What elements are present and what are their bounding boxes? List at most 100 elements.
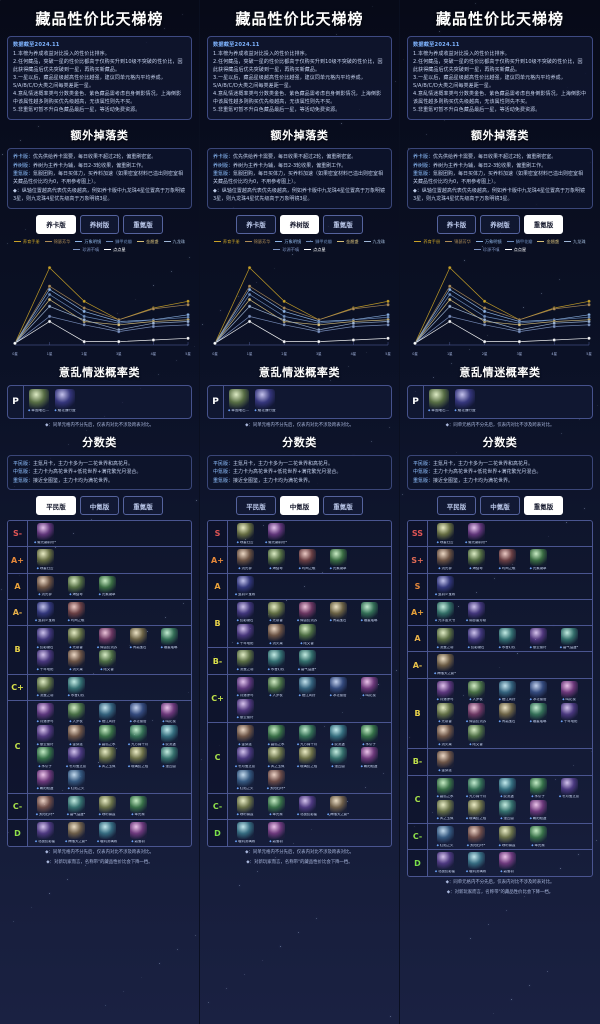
tier-rank-label: C- <box>208 793 228 820</box>
collection-item: 垂云雪符 <box>523 628 553 649</box>
score-tab-2[interactable]: 重氪版 <box>523 496 564 516</box>
page-footnote: ◆：同单元格内不分先后，仅表内对比不涉及跨表对比。 <box>45 850 154 856</box>
collection-item: 琉璃幻之烛 <box>292 747 322 768</box>
collection-item-name: 碧泓之水 <box>430 795 460 799</box>
tier-rank-label: C+ <box>208 674 228 723</box>
tier-rank-label: B <box>408 678 428 749</box>
legend-entry: 点点星 <box>104 247 126 253</box>
drop-tab-2[interactable]: 重氪版 <box>523 214 564 234</box>
collection-item-name: 风之玉佩 <box>261 765 291 769</box>
collection-item-name: 水引子 <box>523 795 553 799</box>
collection-item: 冬月萤芝蕊 <box>230 747 260 768</box>
score-tab-1[interactable]: 中氪版 <box>279 496 320 516</box>
collection-item-icon <box>98 702 116 720</box>
collection-item-name: 鸣花笺 <box>354 694 384 698</box>
drop-tab-0[interactable]: 养卡版 <box>436 214 477 234</box>
tier-items: 碧泓之水九方锦千月纹流盏水引子冬月萤芝蕊风之玉佩琉璃幻之烛漫云曲朝阳轻盏 <box>428 776 592 823</box>
drop-version-tabs: 养卡版 养树版 重氪版 <box>7 214 192 234</box>
collection-item-icon <box>36 747 54 765</box>
score-tab-0[interactable]: 平民版 <box>36 496 76 516</box>
collection-item-icon <box>236 747 254 765</box>
tier-rank-label: A <box>208 573 228 599</box>
collection-item-name: 水引子 <box>30 765 60 769</box>
drop-note-line: 重氪版：氪服团购，每日买体力，买养料加速（如果密室材料已溢出则密室相关藏品性价比… <box>413 170 587 187</box>
tier-items: 流光钟海结萼时间之眼元素凝萃 <box>428 547 592 572</box>
collection-item: 元宇宙天书 <box>430 601 460 623</box>
collection-item: 海结萼 <box>461 549 491 570</box>
collection-item-icon <box>498 549 516 567</box>
collection-item: 青霜宝石 <box>123 628 153 649</box>
drop-tab-2[interactable]: 重氪版 <box>123 214 163 234</box>
drop-tab-2[interactable]: 重氪版 <box>323 214 363 234</box>
collection-item-name: 月落惊鸟 <box>230 694 260 698</box>
tier-rank-label: A+ <box>8 547 28 573</box>
collection-item-name: 霜落羽 <box>123 840 153 844</box>
collection-item: 光泉香 <box>61 628 91 649</box>
chart-legend: 养育手册 锦瑟芳华 万象明镜 鳞甲花瓣 金翘盏 九龙珠 珍源不嗔 点点星 <box>7 239 192 253</box>
prob-tier-label: P <box>408 385 424 418</box>
collection-item: 耀光翻羽帘* <box>261 523 291 544</box>
collection-item: 红焰之火 <box>230 769 260 791</box>
score-notes: 平民版：主氪月卡，主力卡多为一二花世界和高花月。 中氪版：主力卡为高花世界+低花世… <box>407 455 593 491</box>
collection-item-name: 璇玑流璃珠 <box>92 840 122 844</box>
svg-text:0星: 0星 <box>212 351 218 356</box>
collection-item-icon <box>267 601 285 619</box>
collection-item: 流萤之羽 <box>30 676 60 698</box>
collection-item-icon <box>98 575 116 593</box>
column-mid: 藏品性价比天梯榜 数据截至2024.11 1.本榜为养成收益对比投入的性价比排序。 2… <box>200 0 400 1024</box>
tier-items: 北极幻影星梅落天之影*璇玑流璃珠霜落羽 <box>28 820 191 846</box>
collection-item: 红焰之火 <box>430 826 460 847</box>
collection-item-name: 霜落羽 <box>261 840 291 844</box>
score-tab-0[interactable]: 平民版 <box>436 496 477 516</box>
prob-tier-label: P <box>208 385 224 418</box>
drop-tab-0[interactable]: 养卡版 <box>36 214 76 234</box>
drop-tab-1[interactable]: 养树版 <box>480 214 520 234</box>
legend-entry: 点点星 <box>304 247 326 253</box>
collection-item: 红焰之火 <box>61 769 91 791</box>
drop-tab-0[interactable]: 养卡版 <box>236 214 276 234</box>
collection-item-name: 海结萼 <box>261 567 291 571</box>
tier-items: 琼星归云耀光翻羽帘* <box>428 521 592 546</box>
collection-item-icon <box>429 388 449 409</box>
collection-item-name: 元素凝萃 <box>92 593 122 597</box>
collection-item-icon <box>467 725 485 743</box>
tier-rank-label: SS <box>408 521 428 547</box>
column-casual: 藏品性价比天梯榜 数据截至2024.11 1.本榜为养成收益对比投入的性价比排序。 2… <box>0 0 200 1024</box>
collection-item-icon <box>329 601 347 619</box>
score-tab-1[interactable]: 中氪版 <box>79 496 120 516</box>
collection-item-icon <box>236 822 254 840</box>
score-tab-1[interactable]: 中氪版 <box>480 496 520 516</box>
score-tab-0[interactable]: 平民版 <box>236 496 276 516</box>
tier-items: 耀光翻羽帘* <box>28 521 191 546</box>
collection-item-name: 流光钟 <box>230 567 260 571</box>
legend-entry: 珍源不嗔 <box>73 247 99 253</box>
collection-item-icon <box>267 795 285 813</box>
score-tab-2[interactable]: 重氪版 <box>323 496 363 516</box>
collection-item-name: 风之玉佩 <box>92 765 122 769</box>
collection-item-name: 翼羽少宝珠 <box>30 619 60 623</box>
collection-item-name: 时间之眼 <box>292 567 322 571</box>
table-row: C碧泓之水九方锦千月纹流盏水引子冬月萤芝蕊风之玉佩琉璃幻之烛漫云曲朝阳轻盏 <box>408 775 592 825</box>
collection-item-icon <box>67 650 85 668</box>
tier-items: 流萤之羽水音灯杖碧气溢盏* <box>228 648 391 673</box>
collection-item-icon <box>98 650 116 668</box>
prob-section-title: 意乱情迷概率类 <box>58 365 141 379</box>
collection-item: 璇玑流璃珠 <box>230 822 260 843</box>
collection-item-icon <box>160 725 178 743</box>
collection-item-icon <box>267 676 285 694</box>
collection-item-name: 陆文香 <box>461 743 491 747</box>
collection-item: 时间之眼 <box>292 549 322 570</box>
score-note-text: 主力卡为高花世界+低花世界+满花繁光月混合。 <box>233 469 342 476</box>
tier-items: 月落惊鸟入梦枕栖江风铃冰花雪语鸣花笺垂云雪符 <box>228 675 391 722</box>
drop-tab-1[interactable]: 养树版 <box>279 214 320 234</box>
collection-item: 时间之眼 <box>492 549 522 570</box>
legend-entry: 九龙珠 <box>364 239 386 245</box>
collection-item-icon <box>267 725 285 743</box>
collection-item: 幸运曜石(待放) <box>28 388 50 415</box>
score-note-line: 重氪版：接近全图鉴，主力卡均为满花世界。 <box>13 477 186 485</box>
drop-tab-1[interactable]: 养树版 <box>79 214 120 234</box>
score-tab-2[interactable]: 重氪版 <box>123 496 163 516</box>
collection-item-icon <box>236 624 254 642</box>
collection-item: 栖江风铃 <box>92 702 122 724</box>
collection-item: 幸运曜石(待放) <box>228 388 250 415</box>
